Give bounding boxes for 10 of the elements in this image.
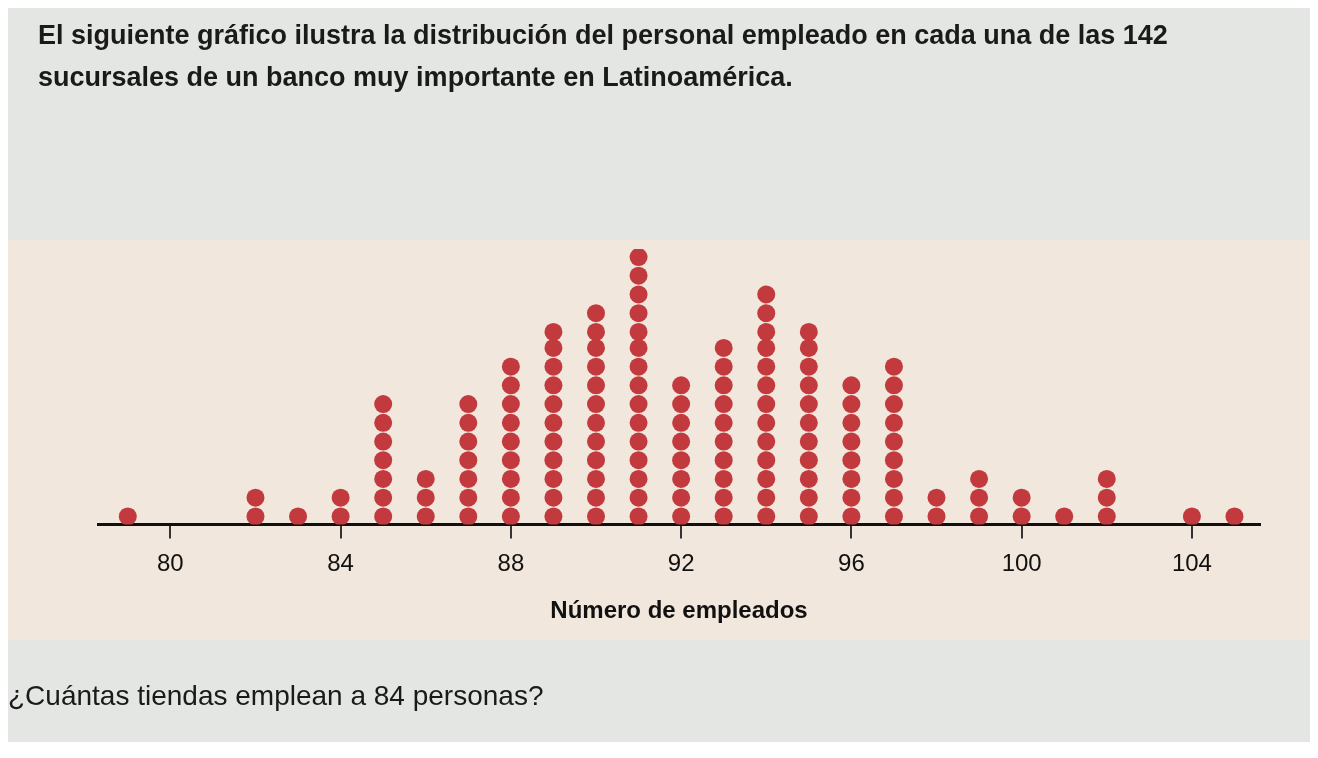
- x-tick-label: 96: [838, 549, 865, 577]
- x-tick-label: 84: [327, 549, 354, 577]
- x-tick-label: 80: [157, 549, 184, 577]
- chart-title: El siguiente gráfico ilustra la distribución del personal empleado en cada una de las 142 sucursales de un banco muy importante en Latinoamérica.: [37, 19, 1169, 94]
- x-tick-label: 92: [667, 549, 695, 577]
- x-axis-title: Número de empleados: [550, 596, 808, 624]
- x-tick-label: 100: [1001, 549, 1042, 577]
- x-tick-label: 88: [497, 549, 525, 577]
- x-tick-label: 104: [1171, 549, 1212, 577]
- text: ¿Cuántas tiendas emplean a 84 personas?: [8, 679, 545, 713]
